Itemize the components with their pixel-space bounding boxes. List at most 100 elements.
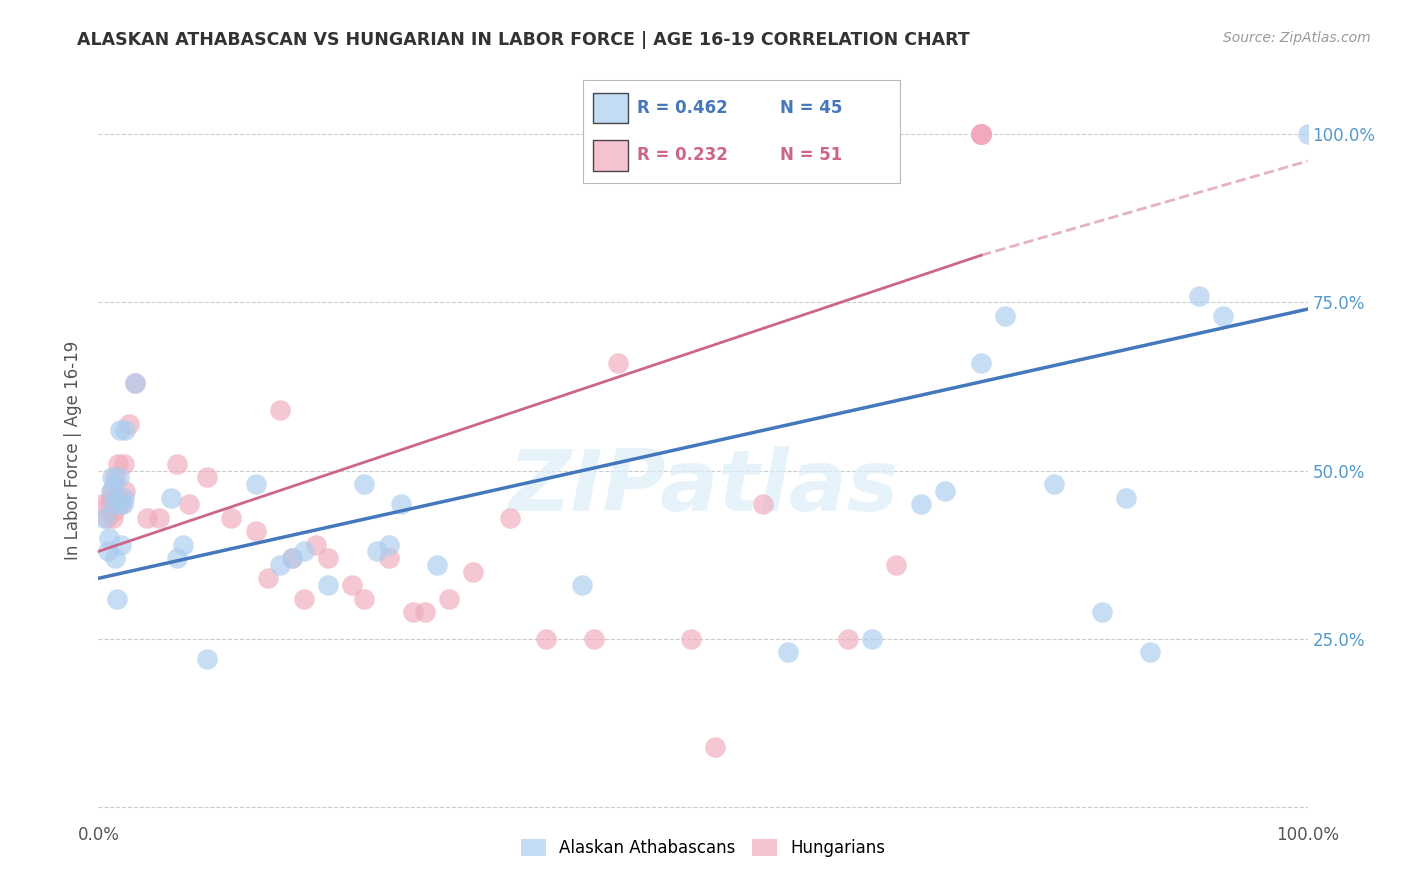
Point: [221, 510, 243, 524]
Point: [124, 376, 146, 391]
Point: [366, 544, 388, 558]
Point: [463, 565, 485, 579]
Point: [166, 457, 188, 471]
Point: [1212, 309, 1234, 323]
Point: [970, 127, 993, 141]
Point: [281, 551, 304, 566]
Point: [100, 483, 122, 498]
Point: [316, 578, 339, 592]
Point: [245, 524, 267, 539]
Point: [970, 127, 993, 141]
Point: [195, 470, 218, 484]
Text: N = 51: N = 51: [779, 146, 842, 164]
Point: [97, 544, 120, 558]
Point: [108, 423, 131, 437]
Point: [1296, 127, 1319, 141]
Point: [970, 127, 993, 141]
Point: [100, 483, 122, 498]
Point: [292, 544, 315, 558]
Point: [160, 491, 183, 505]
Point: [118, 417, 141, 431]
Point: [583, 632, 606, 646]
FancyBboxPatch shape: [593, 93, 627, 123]
Point: [970, 127, 993, 141]
Point: [704, 739, 727, 754]
Point: [107, 457, 129, 471]
Point: [970, 356, 993, 370]
Point: [195, 652, 218, 666]
Point: [104, 551, 127, 566]
Point: [752, 497, 775, 511]
Point: [426, 558, 449, 572]
Text: R = 0.232: R = 0.232: [637, 146, 728, 164]
Text: N = 45: N = 45: [779, 99, 842, 117]
Point: [124, 376, 146, 391]
Point: [970, 127, 993, 141]
Point: [172, 538, 194, 552]
Point: [934, 483, 956, 498]
Point: [1139, 645, 1161, 659]
Point: [98, 531, 121, 545]
FancyBboxPatch shape: [593, 140, 627, 170]
Point: [108, 470, 131, 484]
Text: Source: ZipAtlas.com: Source: ZipAtlas.com: [1223, 31, 1371, 45]
Point: [1188, 288, 1211, 302]
Point: [837, 632, 859, 646]
Legend: Alaskan Athabascans, Hungarians: Alaskan Athabascans, Hungarians: [515, 832, 891, 864]
Point: [994, 309, 1017, 323]
Point: [776, 645, 799, 659]
Point: [679, 632, 702, 646]
Point: [353, 477, 375, 491]
Point: [970, 127, 993, 141]
Point: [1091, 605, 1114, 619]
Point: [607, 356, 630, 370]
Point: [110, 538, 132, 552]
Point: [377, 538, 399, 552]
Point: [353, 591, 375, 606]
Point: [498, 510, 520, 524]
Point: [110, 497, 132, 511]
Text: ALASKAN ATHABASCAN VS HUNGARIAN IN LABOR FORCE | AGE 16-19 CORRELATION CHART: ALASKAN ATHABASCAN VS HUNGARIAN IN LABOR…: [77, 31, 970, 49]
Point: [112, 457, 135, 471]
Point: [269, 403, 291, 417]
Point: [112, 491, 135, 505]
Point: [269, 558, 291, 572]
Point: [104, 470, 127, 484]
Point: [413, 605, 436, 619]
Point: [437, 591, 460, 606]
Point: [860, 632, 883, 646]
Point: [96, 510, 118, 524]
Point: [105, 591, 128, 606]
Point: [100, 470, 122, 484]
Point: [98, 497, 121, 511]
Point: [103, 477, 125, 491]
Point: [103, 504, 125, 518]
Point: [910, 497, 932, 511]
Point: [114, 423, 136, 437]
Point: [292, 591, 315, 606]
Point: [305, 538, 328, 552]
Point: [91, 497, 114, 511]
Point: [108, 491, 131, 505]
Y-axis label: In Labor Force | Age 16-19: In Labor Force | Age 16-19: [65, 341, 83, 560]
Point: [1115, 491, 1137, 505]
Point: [316, 551, 339, 566]
Point: [114, 483, 136, 498]
Point: [377, 551, 399, 566]
Point: [179, 497, 201, 511]
Point: [93, 510, 115, 524]
Point: [101, 510, 124, 524]
Point: [100, 491, 122, 505]
Point: [402, 605, 425, 619]
Point: [1042, 477, 1064, 491]
Point: [135, 510, 157, 524]
Point: [105, 497, 128, 511]
Point: [111, 497, 134, 511]
Point: [886, 558, 908, 572]
Point: [534, 632, 557, 646]
Point: [101, 497, 124, 511]
Point: [148, 510, 170, 524]
Point: [256, 571, 278, 585]
Point: [245, 477, 267, 491]
Point: [107, 497, 129, 511]
